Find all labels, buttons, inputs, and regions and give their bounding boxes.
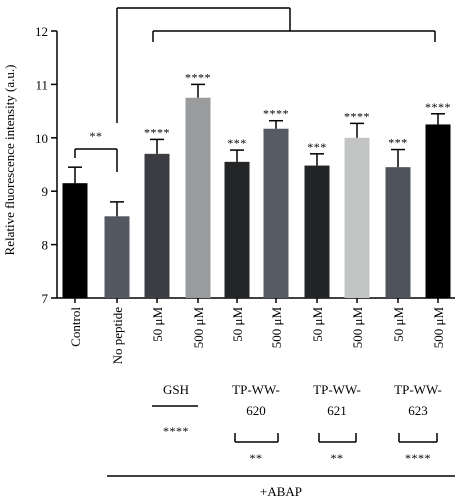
group-label-line-2: 621 bbox=[327, 403, 347, 418]
significance-stars: **** bbox=[344, 109, 370, 123]
bar bbox=[144, 153, 170, 298]
group-stars: **** bbox=[405, 451, 431, 465]
significance-stars: **** bbox=[425, 100, 451, 114]
bar bbox=[185, 97, 211, 298]
significance-stars: *** bbox=[307, 140, 327, 154]
significance-stars: **** bbox=[144, 125, 170, 139]
group-annotations: GSH **** TP-WW- 620 ** TP-WW- 621 ** TP-WW- 623 **… bbox=[152, 382, 442, 465]
x-tick-label: Control bbox=[68, 307, 83, 347]
y-tick-label: 9 bbox=[42, 184, 49, 199]
group-label-line-2: 620 bbox=[246, 403, 266, 418]
comparison-brackets: ** bbox=[74, 7, 455, 477]
x-tick-label: No peptide bbox=[110, 307, 125, 365]
bar bbox=[104, 216, 130, 298]
significance-stars: *** bbox=[227, 136, 247, 150]
group-label-line-2: 623 bbox=[408, 403, 428, 418]
x-tick-label: 500 μM bbox=[431, 307, 446, 349]
bar bbox=[385, 167, 411, 298]
group-label-line-1: TP-WW- bbox=[232, 382, 280, 397]
bar bbox=[62, 183, 88, 298]
bar bbox=[344, 137, 370, 298]
group-stars: **** bbox=[163, 424, 189, 438]
group-stars: ** bbox=[331, 451, 344, 465]
x-tick-label: 500 μM bbox=[269, 307, 284, 349]
bar bbox=[425, 124, 451, 298]
control-vs-no-peptide-stars: ** bbox=[90, 129, 103, 143]
y-tick-label: 11 bbox=[35, 77, 48, 92]
treatment-label: +ABAP bbox=[260, 484, 302, 499]
significance-stars: **** bbox=[185, 70, 211, 84]
group-stars: ** bbox=[250, 451, 263, 465]
significance-stars: **** bbox=[263, 107, 289, 121]
x-tick-label: 50 μM bbox=[150, 307, 165, 342]
error-bars bbox=[68, 83, 445, 303]
x-tick-label: 500 μM bbox=[191, 307, 206, 349]
y-tick-label: 8 bbox=[42, 238, 49, 253]
group-label-line-1: TP-WW- bbox=[394, 382, 442, 397]
bars bbox=[62, 97, 451, 298]
bar bbox=[263, 128, 289, 298]
significance-stars: *** bbox=[388, 136, 408, 150]
x-tick-labels: Control No peptide 50 μM 500 μM 50 μM 500 μM 5… bbox=[68, 307, 446, 365]
x-tick-label: 50 μM bbox=[230, 307, 245, 342]
significance-labels: ***************************** bbox=[144, 70, 451, 153]
x-tick-label: 500 μM bbox=[350, 307, 365, 349]
y-axis-label: Relative fluorescence intensity (a.u.) bbox=[2, 65, 17, 256]
x-tick-label: 50 μM bbox=[391, 307, 406, 342]
bar bbox=[224, 161, 250, 298]
group-label-line-1: TP-WW- bbox=[313, 382, 361, 397]
y-tick-label: 10 bbox=[35, 131, 48, 146]
group-label-gsh: GSH bbox=[163, 382, 189, 397]
bar bbox=[304, 165, 330, 298]
x-tick-label: 50 μM bbox=[310, 307, 325, 342]
y-tick-label: 7 bbox=[42, 291, 49, 306]
y-tick-label: 12 bbox=[35, 24, 48, 39]
